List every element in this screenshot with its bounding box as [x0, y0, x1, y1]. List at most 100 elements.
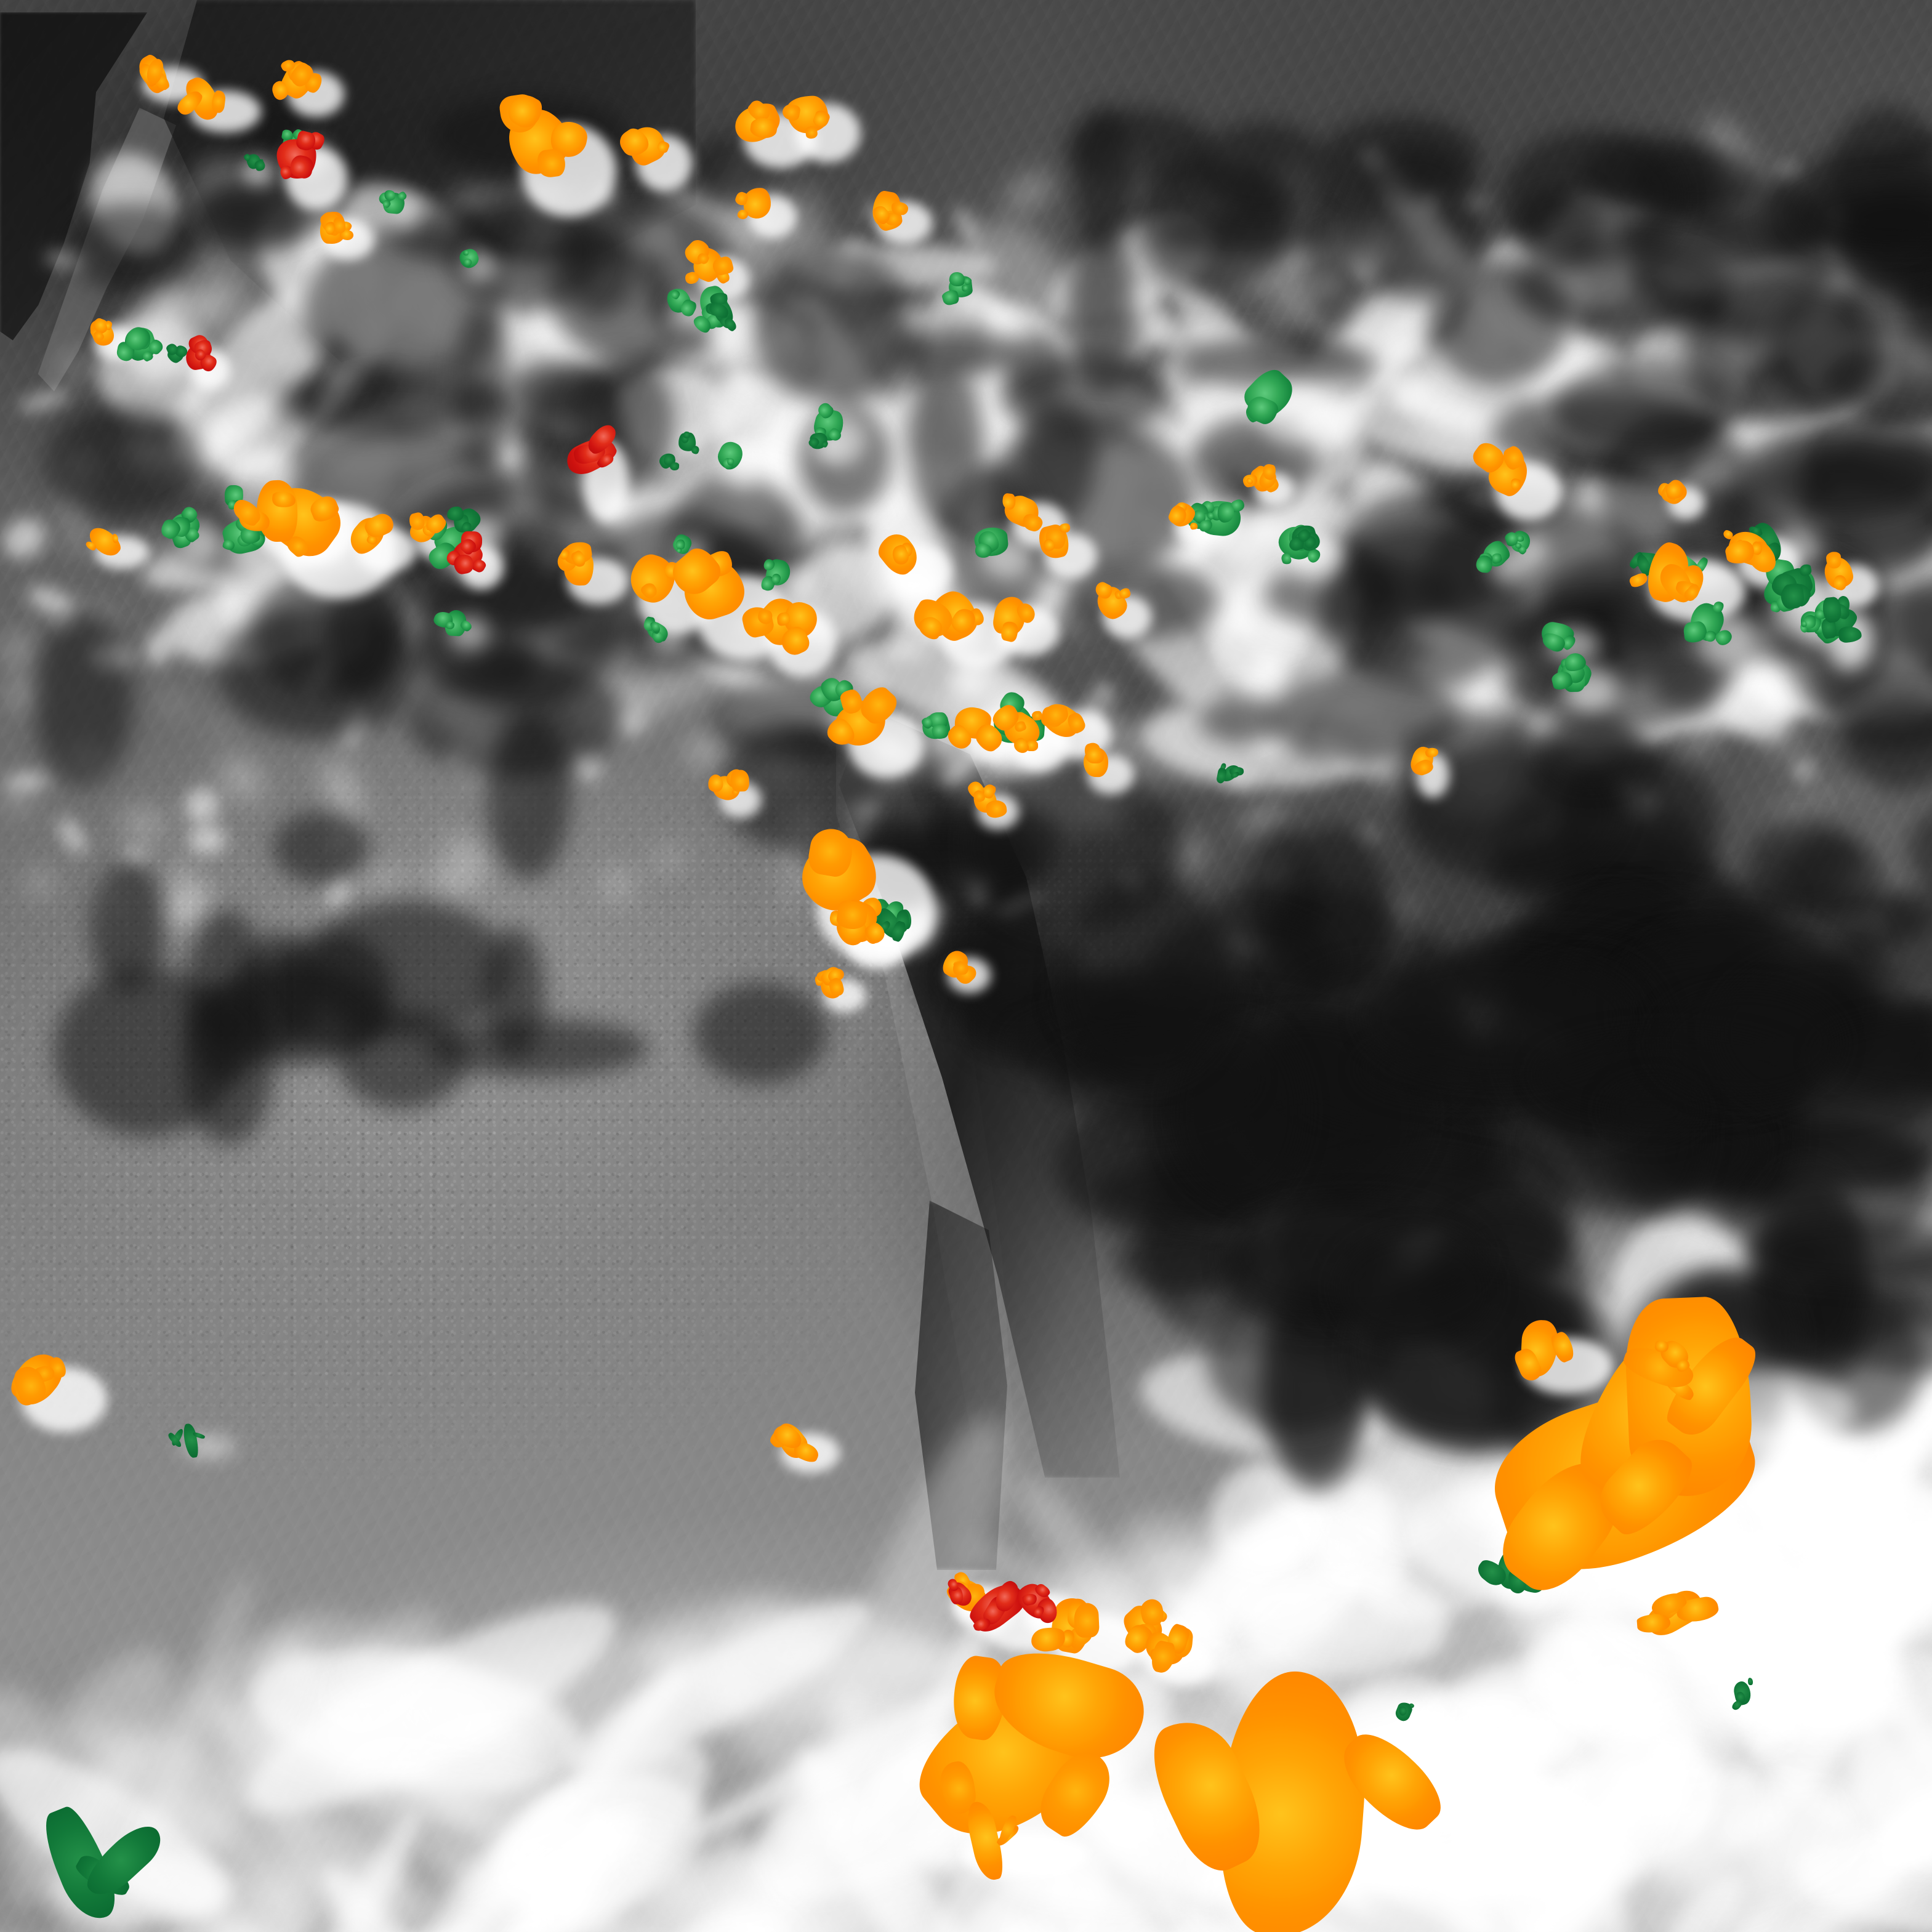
- convective-cell-dark-green-core: [661, 451, 677, 468]
- convective-cell-strong: [1212, 1667, 1374, 1932]
- cloud-halo: [281, 502, 398, 599]
- cloud-halo: [927, 719, 972, 759]
- convective-cell-strong: [945, 1577, 978, 1610]
- cloud-wisp: [53, 484, 95, 533]
- convective-cell-strong: [953, 705, 992, 741]
- cloud-wisp: [685, 354, 875, 586]
- clear-air-dark-patch: [201, 964, 387, 1066]
- cloud-wisp: [1523, 189, 1656, 328]
- clear-air-dark-patch: [1532, 732, 1660, 811]
- cloud-wisp: [1637, 1305, 1812, 1481]
- cloud-halo: [1774, 580, 1835, 639]
- cloud-wisp: [202, 363, 261, 407]
- clear-air-dark-patch: [1305, 172, 1362, 329]
- convective-cell-strong: [813, 975, 824, 987]
- cloud-wisp: [1753, 1368, 1932, 1462]
- cloud-wisp: [1415, 379, 1456, 412]
- cloud-halo: [20, 1367, 108, 1432]
- cloud-wisp: [445, 254, 614, 304]
- cloud-wisp: [505, 231, 680, 401]
- cloud-halo: [227, 491, 263, 520]
- convective-cell-strong: [823, 715, 859, 751]
- cloud-halo: [1223, 770, 1258, 789]
- cloud-wisp: [116, 270, 193, 368]
- cloud-wisp: [470, 614, 638, 671]
- cloud-wisp: [1709, 1703, 1932, 1932]
- cloud-wisp: [1128, 609, 1144, 622]
- cloud-wisp: [1894, 1335, 1932, 1595]
- convective-cell-moderate: [721, 456, 735, 471]
- cloud-wisp: [1883, 505, 1932, 649]
- cloud-wisp: [1752, 1061, 1914, 1218]
- convective-cell-strong: [1121, 1620, 1156, 1657]
- cloud-wisp: [1311, 1468, 1447, 1606]
- cloud-wisp: [608, 407, 813, 598]
- cloud-wisp: [503, 201, 676, 267]
- convective-cell-strong: [553, 543, 583, 575]
- cloud-wisp: [494, 277, 532, 315]
- convective-cell-strong: [236, 507, 272, 534]
- cloud-wisp: [44, 251, 91, 268]
- convective-cell-moderate: [1244, 392, 1281, 427]
- cloud-wisp: [1545, 1510, 1780, 1614]
- cloud-wisp: [1768, 799, 1817, 816]
- convective-cell-moderate: [1825, 604, 1849, 633]
- cloud-wisp: [1002, 306, 1021, 324]
- convective-cell-strong: [875, 208, 904, 233]
- clear-air-dark-patch: [1823, 342, 1932, 417]
- cloud-wisp: [1565, 1390, 1702, 1577]
- cloud-wisp: [139, 225, 254, 356]
- cloud-wisp: [298, 643, 350, 699]
- cloud-wisp: [933, 740, 988, 794]
- cloud-halo: [1825, 611, 1870, 670]
- cloud-wisp: [529, 292, 653, 364]
- clear-air-dark-patch: [1334, 1231, 1494, 1345]
- cloud-wisp: [950, 201, 1105, 372]
- cloud-wisp: [305, 419, 357, 465]
- cloud-wisp: [160, 578, 338, 672]
- convective-cell-moderate: [1539, 620, 1576, 648]
- cloud-wisp: [1112, 251, 1153, 297]
- convective-cell-dark-green-core: [1757, 540, 1784, 565]
- convective-cell-strong: [32, 1362, 57, 1385]
- cloud-wisp: [446, 593, 480, 613]
- convective-cell-moderate: [650, 628, 666, 645]
- cloud-wisp: [1437, 350, 1462, 371]
- cloud-halo: [813, 436, 842, 462]
- convective-cell-strong: [136, 60, 161, 89]
- convective-cell-moderate: [1560, 633, 1577, 651]
- clear-air-dark-patch: [1813, 585, 1932, 752]
- convective-cell-strong: [366, 534, 379, 547]
- cloud-halo: [1103, 595, 1152, 639]
- cloud-wisp: [554, 483, 758, 563]
- convective-cell-strong: [863, 927, 882, 946]
- cloud-wisp: [813, 1665, 1167, 1867]
- cloud-halo: [1666, 1347, 1712, 1385]
- clear-air-dark-patch: [1487, 834, 1722, 911]
- cloud-wisp: [124, 1862, 414, 1910]
- clear-air-dark-patch: [483, 925, 545, 1061]
- cloud-halo: [1638, 555, 1686, 580]
- cloud-wisp: [1367, 371, 1393, 391]
- clear-air-dark-patch: [1893, 570, 1932, 667]
- cloud-wisp: [1270, 234, 1321, 261]
- clear-air-dark-patch: [1321, 116, 1481, 199]
- clear-air-dark-patch: [183, 986, 274, 1145]
- cloud-wisp: [931, 681, 1172, 885]
- convective-cell-dark-green-core: [1748, 525, 1764, 537]
- cloud-wisp: [784, 229, 819, 271]
- cloud-wisp: [1219, 538, 1385, 776]
- cloud-wisp: [754, 388, 946, 560]
- convective-cell-strong: [338, 227, 355, 242]
- convective-cell-strong: [827, 976, 845, 997]
- convective-cell-strong: [1742, 537, 1781, 578]
- convective-cell-strong: [901, 1644, 1131, 1866]
- convective-cell-moderate: [1561, 650, 1588, 675]
- convective-cell-strong: [1013, 719, 1028, 733]
- convective-cell-dark-green-core: [704, 300, 725, 319]
- cloud-wisp: [1310, 677, 1539, 730]
- convective-cell-dark-green-core: [680, 433, 691, 445]
- cloud-wisp: [238, 161, 275, 198]
- cloud-wisp: [1811, 410, 1910, 510]
- cloud-wisp: [207, 715, 230, 738]
